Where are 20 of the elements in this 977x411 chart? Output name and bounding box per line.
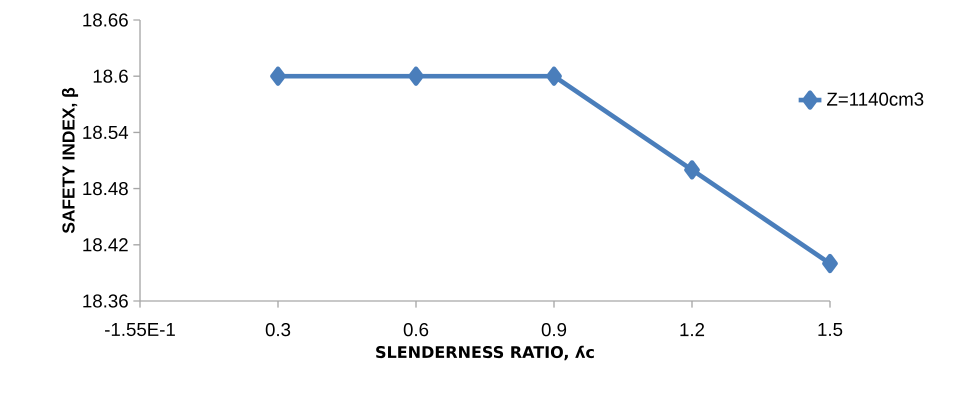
y-tick-label: 18.54 <box>83 126 128 140</box>
legend-label: Z=1140cm3 <box>827 92 924 106</box>
point <box>270 66 286 86</box>
x-tick-label: 0.6 <box>404 323 428 336</box>
x-axis-title: SLENDERNESS RATIO, ʎc <box>376 346 594 360</box>
x-tick-label: 1.2 <box>680 323 704 336</box>
x-tick-label: 0.3 <box>266 323 290 336</box>
x-tick-label: 1.5 <box>818 323 842 336</box>
y-tick-label: 18.48 <box>83 182 128 196</box>
point <box>546 66 562 86</box>
x-tick-label: -1.55E-1 <box>105 323 175 336</box>
y-tick-label: 18.6 <box>94 70 128 83</box>
point <box>408 66 424 86</box>
point <box>684 160 700 180</box>
point <box>822 254 838 274</box>
x-tick-label: 0.9 <box>542 323 566 336</box>
y-tick-label: 18.42 <box>83 238 128 252</box>
y-tick-label: 18.66 <box>83 13 128 27</box>
y-axis-title: SAFETY INDEX, β <box>62 88 78 234</box>
y-tick-label: 18.36 <box>83 294 128 308</box>
